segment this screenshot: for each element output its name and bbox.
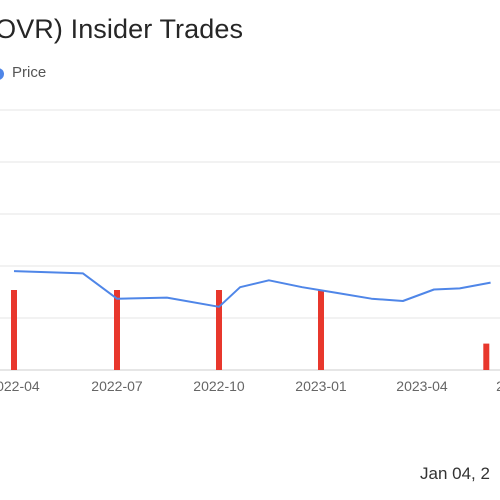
x-tick-label: 2023-01 (295, 378, 347, 394)
insider-trade-bar[interactable] (483, 343, 490, 370)
x-tick-label: 2022-04 (0, 378, 40, 394)
insider-trade-bar[interactable] (11, 290, 17, 370)
footer-date: Jan 04, 2 (420, 464, 490, 483)
insider-trade-bar[interactable] (114, 290, 120, 370)
x-tick-label: 2023-04 (396, 378, 448, 394)
chart-title: (OVR) Insider Trades (0, 14, 244, 44)
legend-label-price[interactable]: Price (12, 64, 47, 81)
x-tick-label: 2022-10 (193, 378, 245, 394)
x-tick-label: 2 (496, 378, 500, 394)
legend-swatch-icon (0, 68, 4, 80)
insider-trade-bar[interactable] (318, 290, 324, 370)
insider-trade-bar[interactable] (216, 290, 222, 370)
price-line[interactable] (13, 270, 491, 308)
x-tick-label: 2022-07 (91, 378, 143, 394)
